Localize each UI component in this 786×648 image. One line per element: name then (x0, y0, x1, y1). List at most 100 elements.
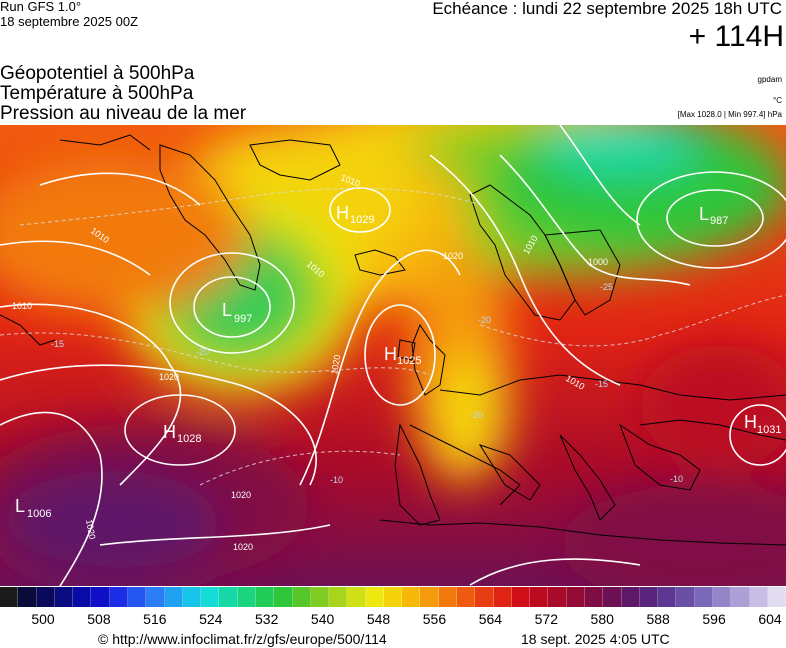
colorbar-swatch (475, 587, 494, 607)
pressure-center-value: 1029 (350, 214, 374, 226)
pressure-center-value: 1006 (27, 508, 51, 520)
isobar-label: 1020 (159, 372, 179, 382)
param-pressure: Pression au niveau de la mer (0, 103, 247, 124)
colorbar-tick-label: 588 (646, 611, 670, 627)
temperature-labels: -20 -20 -15 -25 -20 -10 -15 -10 (51, 282, 683, 485)
colorbar-swatch (383, 587, 403, 607)
isobars (0, 125, 786, 586)
colorbar-swatch (164, 587, 183, 607)
temperature-label: -20 (196, 347, 209, 357)
colorbar-tick-label: 604 (758, 611, 782, 627)
geopotential-field (0, 125, 786, 586)
colorbar-swatch (438, 587, 458, 607)
colorbar-swatch (658, 587, 677, 607)
isobar-label: 1020 (329, 354, 342, 375)
footer-copyright: © http://www.infoclimat.fr/z/gfs/europe/… (98, 631, 387, 647)
pressure-center: H 1025 (384, 344, 421, 367)
lead-time: + 114H (688, 20, 784, 53)
colorbar-swatch (585, 587, 604, 607)
colorbar-swatch (676, 587, 695, 607)
colorbar-swatch (566, 587, 585, 607)
unit-pressure: [Max 1028.0 | Min 997.4] hPa (677, 110, 782, 119)
colorbar-tick-label: 556 (422, 611, 447, 627)
pressure-center-type: H (163, 422, 176, 442)
colorbar-swatch (749, 587, 768, 607)
colorbar-swatch (127, 587, 147, 607)
colorbar-swatch (274, 587, 293, 607)
pressure-center: H 1029 (336, 203, 374, 226)
coastlines (0, 134, 786, 546)
colorbar-swatch (201, 587, 220, 607)
colorbar-swatch (91, 587, 110, 607)
colorbar-swatch (237, 587, 256, 607)
colorbar-tick-label: 532 (255, 611, 279, 627)
colorbar-swatch (18, 587, 37, 607)
colorbar-swatch (0, 587, 19, 607)
colorbar (0, 587, 786, 607)
colorbar-tick-label: 580 (590, 611, 614, 627)
run-label: Run GFS 1.0° (0, 0, 82, 14)
colorbar-tick-label: 524 (199, 611, 223, 627)
param-geopotential: Géopotentiel à 500hPa (0, 63, 195, 84)
pressure-center-type: H (336, 203, 349, 223)
colorbar-swatch (603, 587, 622, 607)
colorbar-swatch (767, 587, 786, 607)
colorbar-tick-label: 500 (31, 611, 55, 627)
unit-geopotential: gpdam (757, 75, 782, 84)
temperature-contours (0, 187, 786, 486)
isobar-label: 1010 (12, 301, 32, 311)
colorbar-swatch (457, 587, 476, 607)
colorbar-swatch (255, 587, 275, 607)
colorbar-swatch (365, 587, 384, 607)
colorbar-tick-label: 516 (143, 611, 167, 627)
colorbar-tick-label: 572 (534, 611, 558, 627)
pressure-center-value: 997 (234, 313, 252, 325)
colorbar-swatch (54, 587, 74, 607)
colorbar-tick-label: 540 (310, 611, 335, 627)
pressure-center-value: 987 (710, 215, 728, 227)
pressure-center: H 1028 (163, 422, 201, 445)
colorbar-swatch (329, 587, 348, 607)
colorbar-swatch (731, 587, 750, 607)
pressure-center-type: H (744, 412, 757, 432)
colorbar-swatch (712, 587, 732, 607)
pressure-center: L 1006 (15, 496, 51, 520)
colorbar-swatch (146, 587, 165, 607)
colorbar-swatch (73, 587, 92, 607)
colorbar-swatch (530, 587, 549, 607)
colorbar-swatch (292, 587, 311, 607)
isobar-label: 1020 (231, 490, 251, 500)
unit-temperature: °C (773, 96, 782, 105)
colorbar-tick-label: 596 (702, 611, 726, 627)
run-date: 18 septembre 2025 00Z (0, 14, 139, 29)
colorbar-swatch (182, 587, 202, 607)
isobar-label: 1020 (443, 251, 463, 261)
colorbar-swatch (310, 587, 330, 607)
colorbar-swatch (109, 587, 128, 607)
colorbar-swatch (420, 587, 439, 607)
colorbar-swatch (493, 587, 512, 607)
forecast-map: H 1029 L 997 H 1025 L 987 H 1028 L 1006 … (0, 125, 786, 586)
pressure-center-type: L (15, 496, 25, 516)
colorbar-swatch (36, 587, 55, 607)
temperature-label: -20 (470, 410, 483, 420)
pressure-center-type: H (384, 344, 397, 364)
temperature-label: -25 (600, 282, 613, 292)
pressure-center-value: 1025 (397, 355, 421, 367)
colorbar-swatch (639, 587, 659, 607)
colorbar-tick-label: 508 (87, 611, 111, 627)
colorbar-tick-label: 564 (478, 611, 503, 627)
pressure-centers: H 1029 L 997 H 1025 L 987 H 1028 L 1006 … (15, 203, 781, 520)
isobar-label: 1020 (84, 519, 97, 540)
colorbar-swatch (347, 587, 366, 607)
isobar-label: 1000 (588, 257, 608, 267)
temperature-label: -15 (51, 339, 64, 349)
temperature-label: -10 (330, 475, 343, 485)
colorbar-swatch (694, 587, 713, 607)
temperature-label: -15 (595, 379, 608, 389)
pressure-center: L 997 (222, 300, 252, 325)
pressure-center-type: L (699, 204, 709, 224)
pressure-center-value: 1028 (177, 433, 201, 445)
colorbar-tick-label: 548 (366, 611, 391, 627)
param-temperature: Température à 500hPa (0, 83, 194, 104)
